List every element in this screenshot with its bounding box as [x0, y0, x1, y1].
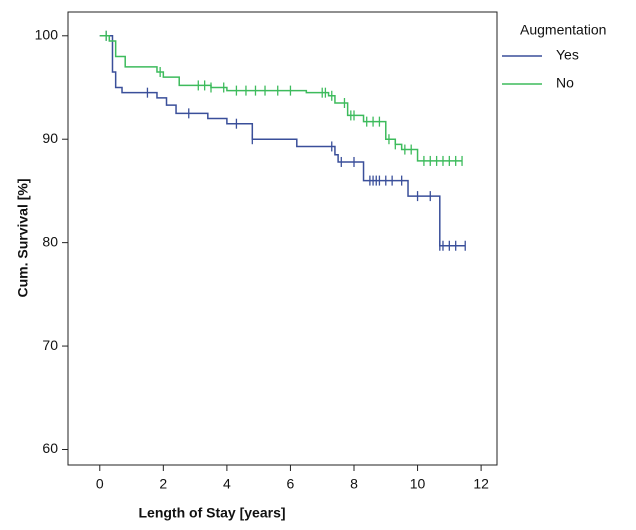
y-tick-label: 80	[42, 233, 58, 249]
y-axis-label: Cum. Survival [%]	[15, 178, 31, 297]
y-tick-label: 90	[42, 130, 58, 146]
legend-title: Augmentation	[520, 22, 606, 38]
y-tick-label: 60	[42, 440, 58, 456]
x-tick-label: 4	[223, 476, 231, 492]
x-tick-label: 10	[410, 476, 426, 492]
x-tick-label: 2	[159, 476, 167, 492]
x-tick-label: 12	[473, 476, 489, 492]
y-tick-label: 70	[42, 337, 58, 353]
y-tick-label: 100	[35, 26, 59, 42]
x-tick-label: 0	[96, 476, 104, 492]
x-tick-label: 8	[350, 476, 358, 492]
survival-curve	[99, 35, 463, 162]
plot-frame	[67, 11, 498, 466]
survival-curve	[99, 35, 466, 247]
x-axis-label: Length of Stay [years]	[138, 505, 285, 521]
legend-label: Yes	[556, 47, 579, 63]
legend-label: No	[556, 75, 574, 91]
x-tick-label: 6	[287, 476, 295, 492]
